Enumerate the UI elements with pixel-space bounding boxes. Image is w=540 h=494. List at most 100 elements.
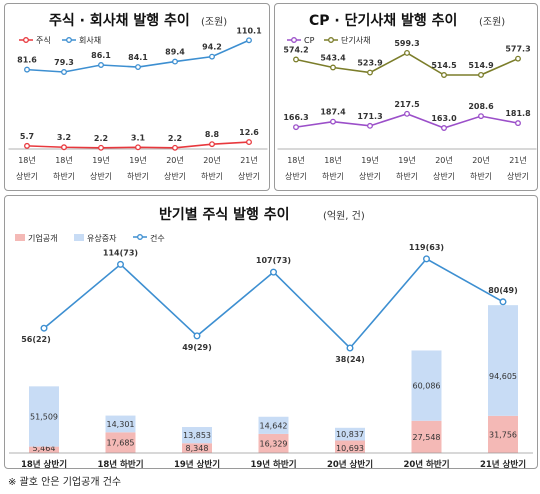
x-tick-label-bottom: 하반기 (470, 171, 492, 181)
data-point-단기사채 (330, 64, 336, 71)
chart-title: CP · 단기사채 발행 추이 (309, 12, 457, 29)
bar-label-유상증자: 94,605 (489, 372, 517, 381)
x-tick-label-top: 19년 (361, 155, 379, 165)
data-label-주식: 3.2 (57, 133, 71, 142)
legend-swatch (15, 234, 25, 241)
legend-marker (66, 37, 72, 43)
data-label-회사채: 94.2 (202, 43, 222, 52)
legend-item-기업공개: 기업공개 (15, 233, 57, 243)
x-tick-label: 19년 상반기 (174, 459, 220, 470)
x-tick-label-top: 18년 (324, 155, 342, 165)
data-point-CP (441, 125, 447, 131)
x-tick-label-top: 20년 (166, 155, 184, 165)
x-tick-label-top: 21년 (509, 155, 527, 165)
data-point-주식 (135, 144, 141, 151)
legend-label: 회사채 (79, 35, 101, 45)
data-label-회사채: 84.1 (128, 53, 148, 62)
x-tick-label-top: 19년 (92, 155, 110, 165)
bar-유상증자 (488, 305, 518, 416)
x-tick-label-top: 18년 (287, 155, 305, 165)
x-tick-label-top: 19년 (129, 155, 147, 165)
count-label: 107(73) (256, 256, 291, 265)
data-point-CP (330, 118, 336, 125)
x-tick-label: 18년 상반기 (21, 459, 67, 470)
data-label-회사채: 86.1 (91, 51, 111, 60)
bar-기업공개 (488, 415, 518, 453)
data-label-주식: 8.8 (205, 130, 220, 139)
x-tick-label-bottom: 상반기 (16, 171, 38, 181)
x-tick-label-bottom: 상반기 (285, 171, 307, 181)
legend-item-단기사채: 단기사채 (324, 35, 370, 45)
bar-label-기업공개: 10,693 (336, 444, 364, 453)
data-label-CP: 171.3 (357, 112, 382, 121)
data-label-단기사채: 599.3 (394, 39, 419, 48)
legend-swatch (74, 234, 84, 241)
bar-유상증자 (411, 350, 442, 421)
data-label-회사채: 81.6 (17, 56, 37, 65)
count-label: 38(24) (335, 355, 365, 364)
data-point-회사채 (24, 66, 30, 73)
data-label-주식: 12.6 (239, 128, 259, 137)
count-point (116, 260, 124, 268)
x-tick-label-bottom: 상반기 (90, 171, 112, 181)
data-label-주식: 3.1 (131, 133, 146, 142)
data-point-CP (404, 110, 410, 117)
count-label: 119(63) (409, 243, 444, 252)
data-label-단기사채: 543.4 (320, 53, 346, 62)
data-label-단기사채: 577.3 (505, 45, 530, 54)
footnote: ※ 괄호 안은 기업공개 건수 (8, 477, 122, 488)
legend-item-회사채: 회사채 (62, 35, 101, 45)
data-point-단기사채 (367, 69, 373, 76)
data-point-단기사채 (404, 50, 410, 56)
data-point-회사채 (209, 53, 215, 60)
count-point (346, 344, 354, 352)
bar-기업공개 (411, 420, 442, 453)
bar-유상증자 (258, 416, 289, 434)
x-tick-label: 20년 하반기 (403, 459, 449, 470)
legend-item-주식: 주식 (19, 36, 51, 45)
count-point (499, 298, 507, 306)
count-point (423, 255, 431, 263)
legend-item-CP: CP (287, 36, 315, 45)
legend-marker (137, 234, 143, 240)
legend-item-건수: 건수 (133, 233, 165, 243)
data-label-주식: 2.2 (168, 134, 182, 143)
bar-유상증자 (29, 386, 59, 447)
data-label-주식: 2.2 (94, 134, 108, 143)
legend-item-유상증자: 유상증자 (74, 233, 117, 243)
data-point-CP (478, 113, 484, 120)
x-tick-label-bottom: 상반기 (359, 171, 381, 181)
bar-label-기업공개: 17,685 (107, 439, 135, 448)
legend-label: 건수 (150, 233, 165, 243)
data-label-CP: 166.3 (283, 113, 308, 122)
stock-bond-chart-panel: 주식 · 회사채 발행 추이 (조원) 주식 회사채 18년 상반기 18년 하반기 19년 상반… (4, 3, 270, 191)
x-tick-label-top: 21년 (240, 155, 258, 165)
legend-label: CP (304, 36, 315, 45)
bar-기업공개 (335, 440, 365, 453)
legend-label: 유상증자 (87, 233, 117, 243)
data-point-CP (293, 124, 299, 131)
x-tick-label-bottom: 하반기 (322, 171, 344, 181)
data-point-CP (367, 122, 373, 129)
data-label-단기사채: 514.9 (468, 61, 494, 70)
bar-label-기업공개: 5,464 (33, 444, 56, 453)
x-tick-label-top: 18년 (18, 155, 36, 165)
bar-유상증자 (182, 427, 212, 444)
bar-기업공개 (105, 432, 136, 453)
x-tick-label: 21년 상반기 (480, 459, 526, 470)
data-point-회사채 (135, 64, 141, 71)
bar-기업공개 (29, 446, 59, 453)
x-tick-label: 19년 하반기 (250, 459, 296, 470)
bar-label-유상증자: 10,837 (336, 430, 364, 439)
count-point (270, 268, 278, 276)
data-point-주식 (61, 144, 67, 151)
bar-label-유상증자: 14,642 (260, 421, 288, 430)
bar-label-기업공개: 27,548 (413, 433, 441, 442)
x-tick-label-bottom: 상반기 (507, 171, 529, 181)
data-point-주식 (209, 141, 215, 148)
x-tick-label-bottom: 하반기 (201, 171, 223, 181)
count-label: 80(49) (488, 286, 518, 295)
bar-유상증자 (335, 427, 365, 441)
